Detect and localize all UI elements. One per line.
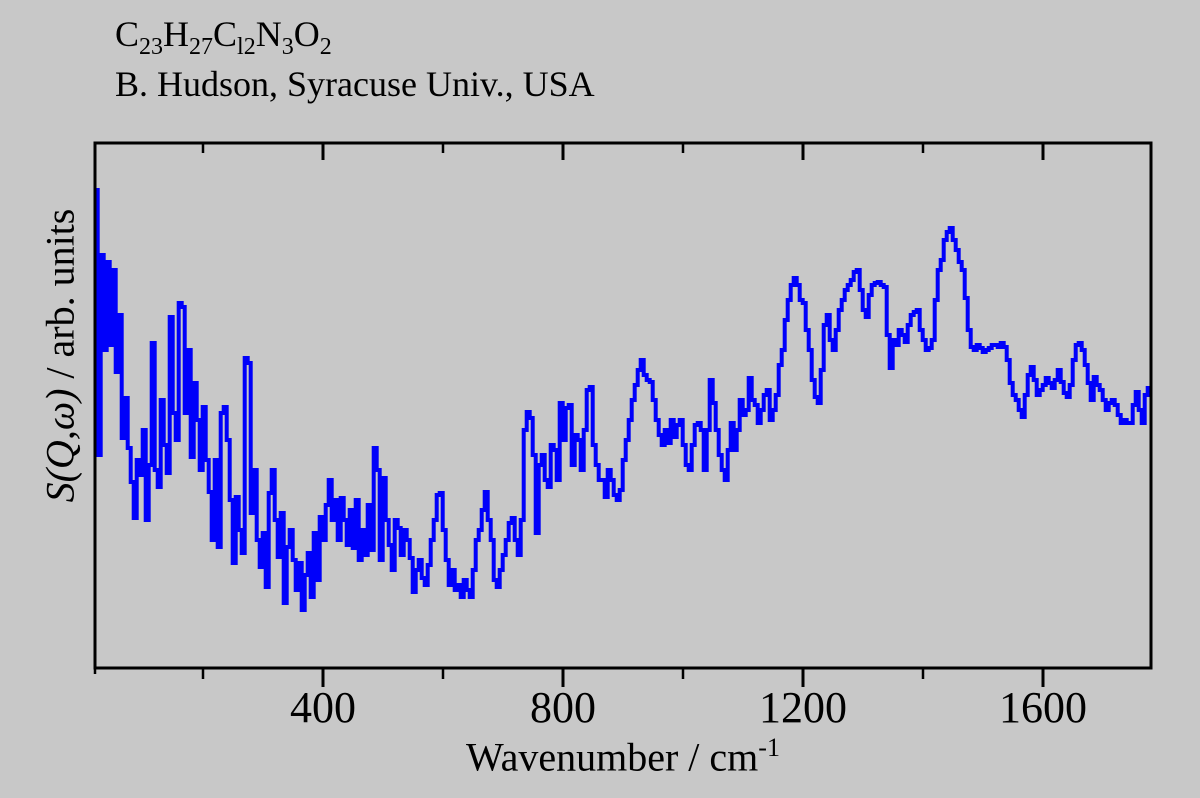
formula-subscript: 23	[139, 34, 164, 61]
formula-element-symbol: H	[163, 14, 190, 54]
x-axis-label-text: Wavenumber / cm	[466, 734, 759, 780]
formula-subscript: 27	[189, 34, 214, 61]
formula-subscript: 3	[281, 34, 294, 61]
x-tick-label: 1200	[759, 683, 847, 732]
chart-header: C23H27Cl2N3O2 B. Hudson, Syracuse Univ.,…	[115, 16, 595, 102]
formula-element-symbol: O	[293, 14, 320, 54]
y-axis-label: S(Q,ω) / arb. units	[37, 208, 84, 502]
x-axis-label-exponent: -1	[758, 733, 780, 762]
formula-element-symbol: N	[255, 14, 282, 54]
y-axis-label-units: / arb. units	[37, 208, 83, 389]
y-axis-label-function: S(Q,ω)	[37, 388, 83, 502]
plot-frame	[93, 141, 1153, 670]
x-tick-label: 400	[290, 683, 356, 732]
formula-element-symbol: C	[213, 14, 238, 54]
x-tick-label: 1600	[999, 683, 1087, 732]
formula-subscript: 2	[319, 34, 332, 61]
x-axis-label: Wavenumber / cm-1	[95, 733, 1151, 780]
formula-subscript: l2	[237, 34, 256, 61]
y-axis-label-box: S(Q,ω) / arb. units	[10, 115, 110, 595]
formula-element-symbol: C	[115, 14, 140, 54]
x-tick-label: 800	[530, 683, 596, 732]
spectrum-line	[95, 188, 1151, 612]
chemical-formula: C23H27Cl2N3O2	[115, 14, 595, 59]
credit-line: B. Hudson, Syracuse Univ., USA	[115, 64, 595, 104]
